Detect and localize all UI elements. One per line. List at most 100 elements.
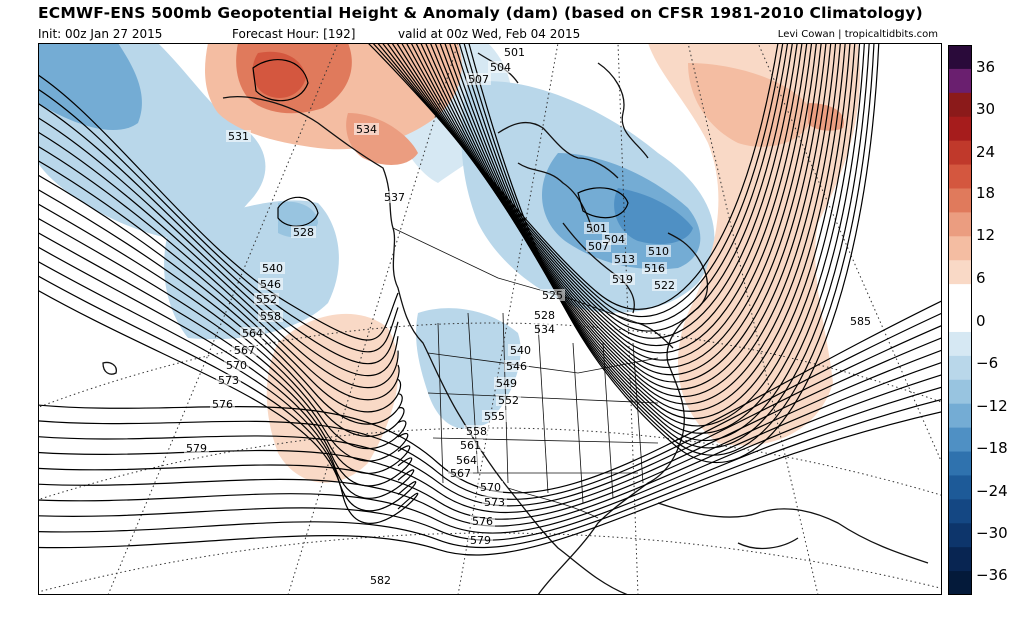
contour-label: 573 — [218, 374, 239, 387]
anomaly-map: 5015045075315345375285405465525585645675… — [38, 43, 942, 595]
contour-label: 585 — [850, 315, 871, 328]
contour-label: 579 — [186, 442, 207, 455]
contour-label: 549 — [496, 377, 517, 390]
height-contour-line — [38, 232, 411, 474]
contour-label: 525 — [542, 289, 563, 302]
contour-label: 576 — [472, 515, 493, 528]
height-contour-line — [38, 246, 413, 487]
contour-label: 513 — [614, 253, 635, 266]
contour-label: 564 — [242, 327, 263, 340]
colorbar-label: 36 — [976, 58, 996, 76]
colorbar-swatch — [948, 403, 972, 429]
colorbar-label: 0 — [976, 312, 986, 330]
contour-label: 576 — [212, 398, 233, 411]
height-contour-line — [429, 43, 841, 405]
contour-label: 570 — [480, 481, 501, 494]
height-contour-line — [420, 43, 832, 390]
contour-label: 546 — [260, 278, 281, 291]
contour-label: 552 — [256, 293, 277, 306]
colorbar-label: −18 — [976, 439, 1008, 457]
colorbar-swatch — [948, 427, 972, 453]
contour-label: 531 — [228, 130, 249, 143]
map-frame — [38, 43, 942, 595]
height-contour-line — [38, 349, 942, 520]
contour-label: 570 — [226, 359, 247, 372]
contour-label: 582 — [370, 574, 391, 587]
colorbar-swatch — [948, 260, 972, 285]
colorbar-swatch — [948, 475, 972, 500]
height-contour-line — [38, 361, 942, 527]
graticule — [38, 43, 942, 595]
colorbar-swatch — [948, 284, 972, 309]
chart-title: ECMWF-ENS 500mb Geopotential Height & An… — [38, 4, 923, 22]
colorbar-swatch — [948, 379, 972, 405]
colorbar-swatch — [948, 45, 972, 70]
colorbar-swatch — [948, 451, 972, 476]
colorbar-label: −12 — [976, 397, 1008, 415]
contour-label: 534 — [356, 123, 377, 136]
height-contour-line — [38, 260, 415, 499]
valid-time: valid at 00z Wed, Feb 04 2015 — [398, 27, 581, 41]
colorbar-swatch — [948, 212, 972, 237]
contour-label: 507 — [588, 240, 609, 253]
height-contour-line — [38, 398, 942, 549]
colorbar-label: 6 — [976, 269, 986, 287]
credit-text: Levi Cowan | tropicaltidbits.com — [777, 29, 938, 40]
height-contour-line — [434, 43, 846, 412]
contour-label: 522 — [654, 279, 675, 292]
colorbar-swatch — [948, 547, 972, 572]
colorbar-swatch — [948, 140, 972, 166]
contour-label: 552 — [498, 394, 519, 407]
height-contour-line — [38, 102, 399, 365]
height-contour-line — [38, 145, 400, 401]
height-contour-line — [38, 217, 409, 462]
contour-label: 501 — [586, 222, 607, 235]
colorbar-label: −24 — [976, 482, 1008, 500]
contour-label: 567 — [234, 344, 255, 357]
contour-label: 555 — [484, 410, 505, 423]
colorbar-label: 18 — [976, 184, 996, 202]
colorbar-swatch — [948, 355, 972, 381]
contour-label: 528 — [534, 309, 555, 322]
height-contour-line — [38, 386, 942, 541]
colorbar-swatch — [948, 68, 972, 94]
height-contour-line — [439, 43, 851, 420]
colorbar-label: 12 — [976, 226, 996, 244]
colorbar-swatch — [948, 236, 972, 261]
height-contour-line — [38, 289, 419, 524]
height-contour-line — [453, 43, 865, 442]
contour-label: 507 — [468, 73, 489, 86]
forecast-hour: Forecast Hour: [192] — [232, 27, 356, 41]
contour-label: 546 — [506, 360, 527, 373]
height-contour-line — [38, 411, 942, 556]
contour-label: 561 — [460, 439, 481, 452]
height-contour-line — [410, 43, 822, 376]
height-contour-line — [577, 187, 629, 219]
height-contour-line — [444, 43, 856, 427]
colorbar-swatch — [948, 308, 972, 333]
height-contour-line — [252, 59, 309, 102]
height-contour-line — [38, 188, 405, 437]
contour-label: 540 — [262, 262, 283, 275]
colorbar-label: −36 — [976, 566, 1008, 584]
contour-label: 567 — [450, 467, 471, 480]
height-contour-line — [38, 174, 403, 425]
contour-label: 501 — [504, 46, 525, 59]
colorbar-label: 24 — [976, 143, 996, 161]
contour-label: 579 — [470, 534, 491, 547]
height-contour-line — [277, 196, 319, 227]
contour-label: 516 — [644, 262, 665, 275]
height-contour-line — [468, 43, 880, 464]
contour-label: 528 — [293, 226, 314, 239]
colorbar-label: −30 — [976, 524, 1008, 542]
height-contour-line — [425, 43, 837, 398]
contour-label: 573 — [484, 496, 505, 509]
colorbar-swatch — [948, 499, 972, 524]
contour-label: 558 — [466, 425, 487, 438]
contour-labels: 5015045075315345375285405465525585645675… — [184, 46, 873, 587]
height-contour-line — [38, 203, 407, 450]
colorbar — [948, 45, 972, 595]
init-time: Init: 00z Jan 27 2015 — [38, 27, 163, 41]
contour-label: 540 — [510, 344, 531, 357]
contour-label: 519 — [612, 273, 633, 286]
